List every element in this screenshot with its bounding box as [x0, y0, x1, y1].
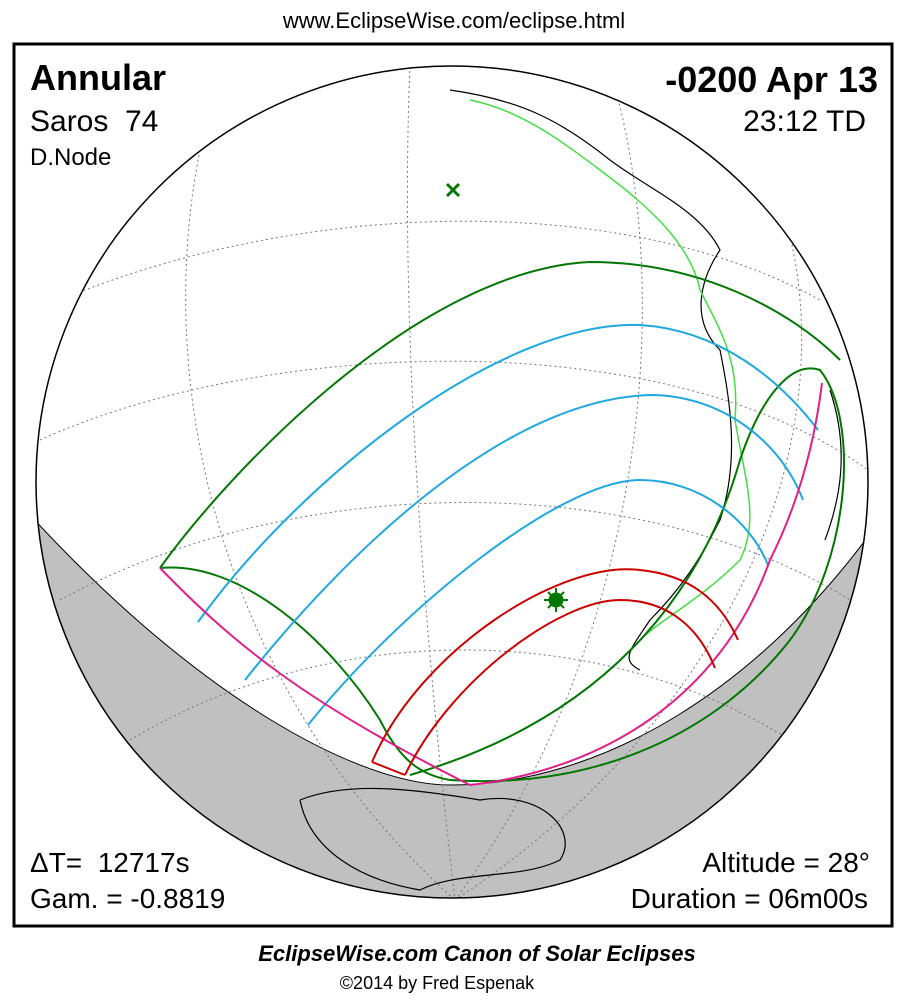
eclipse-type: Annular	[30, 57, 166, 98]
footer-title: EclipseWise.com Canon of Solar Eclipses	[258, 941, 696, 966]
globe	[36, 66, 868, 898]
saros: Saros 74	[30, 105, 158, 138]
globe-edge	[35, 65, 869, 899]
duration: Duration = 06m00s	[631, 883, 868, 914]
date: -0200 Apr 13	[665, 59, 878, 100]
altitude: Altitude = 28°	[702, 847, 870, 878]
borders	[469, 99, 751, 641]
url: www.EclipseWise.com/eclipse.html	[282, 8, 625, 33]
gamma: Gam. = -0.8819	[30, 883, 225, 914]
node: D.Node	[30, 144, 111, 171]
eclipse-paths	[159, 260, 845, 787]
delta-t: ΔT= 12717s	[30, 847, 190, 878]
time: 23:12 TD	[743, 105, 866, 138]
subsolar-marker	[445, 182, 461, 198]
greatest-eclipse	[544, 588, 568, 612]
copyright: ©2014 by Fred Espenak	[340, 973, 535, 993]
